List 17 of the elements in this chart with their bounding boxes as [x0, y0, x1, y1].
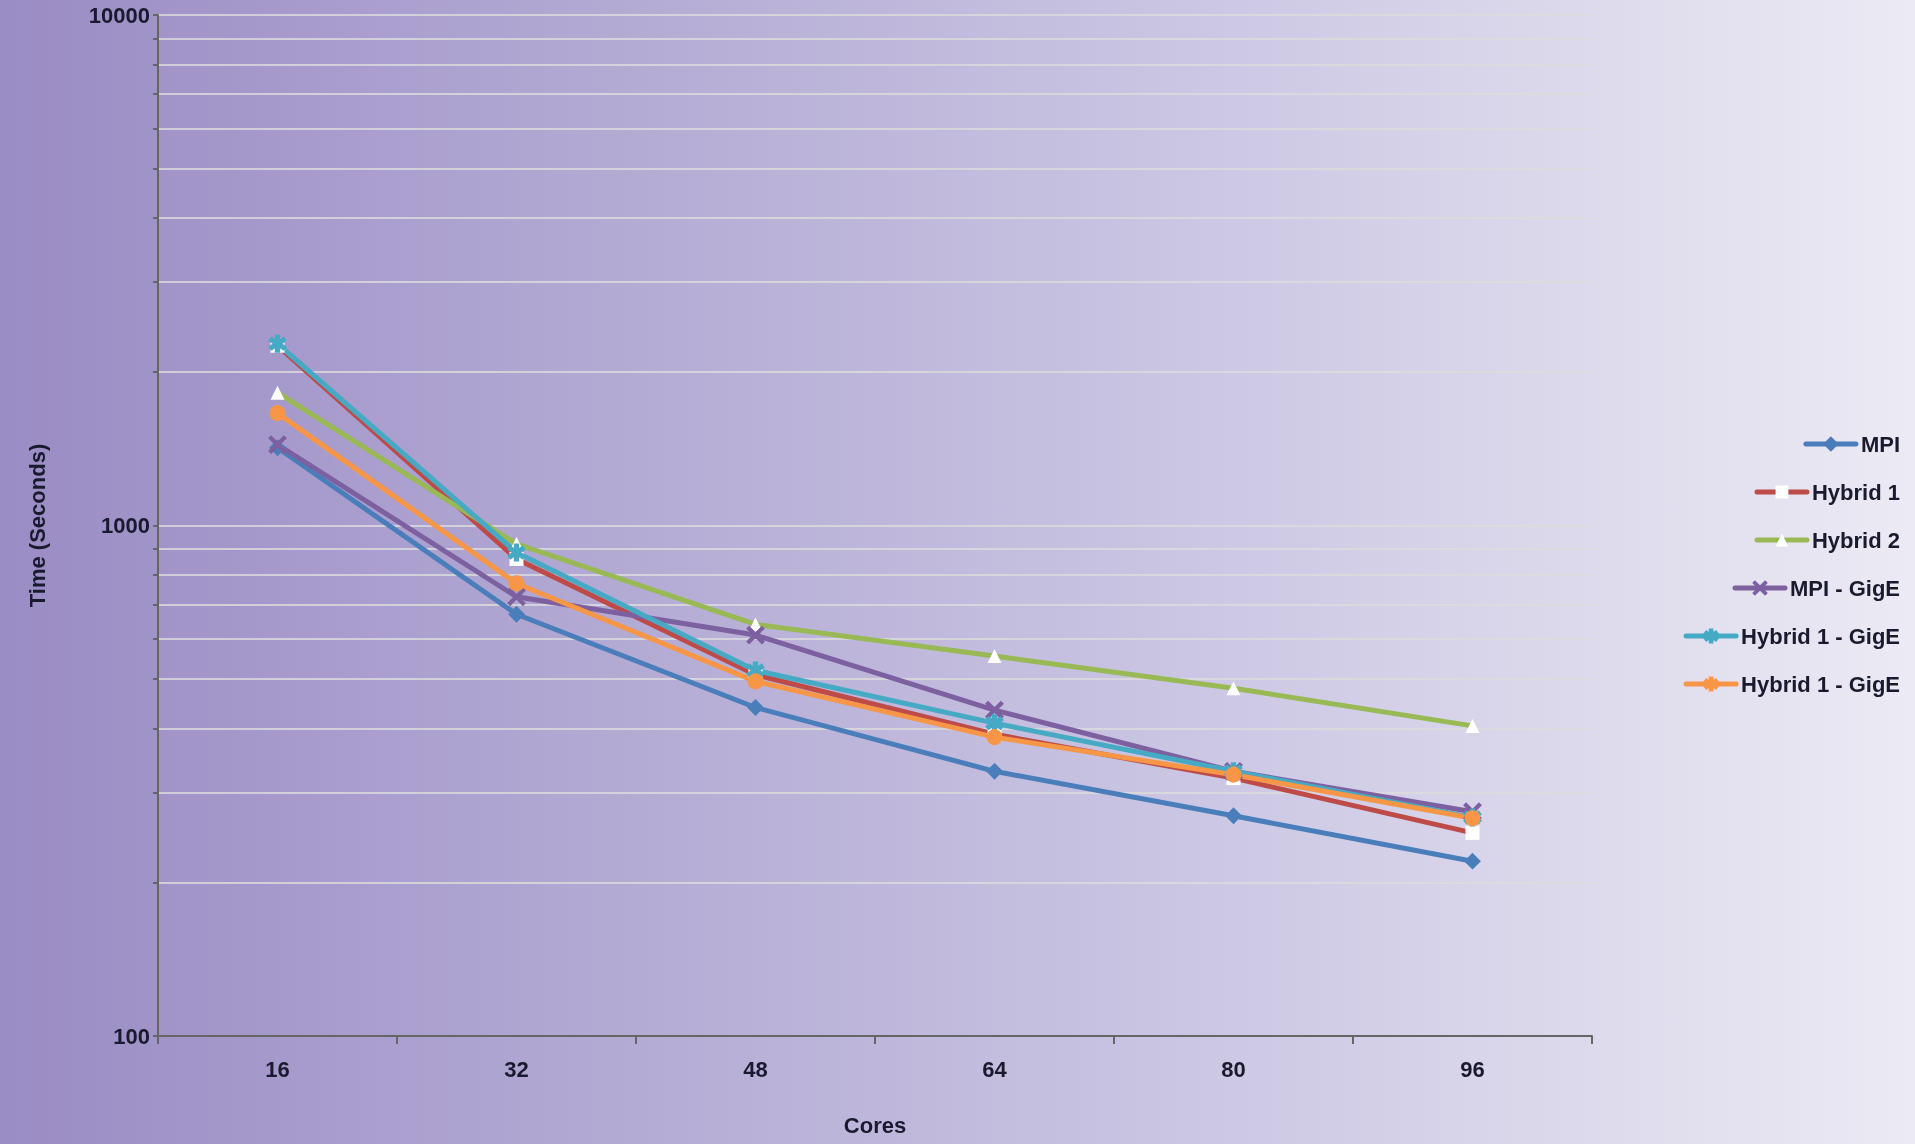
x-tick-label: 16: [265, 1056, 290, 1082]
x-tick-label: 48: [743, 1056, 768, 1082]
y-axis-title: Time (Seconds): [24, 443, 50, 608]
legend-label: MPI: [1860, 431, 1901, 457]
legend-label: Hybrid 1 - GigE: [1741, 671, 1901, 697]
legend-label: MPI - GigE: [1790, 575, 1900, 601]
x-tick-label: 80: [1221, 1056, 1246, 1082]
y-tick-label: 10000: [88, 2, 150, 28]
y-tick-label: 100: [113, 1023, 150, 1049]
legend-label: Hybrid 1 - GigE: [1741, 623, 1901, 649]
x-tick-label: 96: [1460, 1056, 1485, 1082]
legend-label: Hybrid 1: [1811, 479, 1901, 505]
x-tick-label: 32: [504, 1056, 529, 1082]
x-axis-title: Cores: [843, 1112, 907, 1138]
legend-label: Hybrid 2: [1811, 527, 1901, 553]
y-tick-label: 1000: [101, 513, 150, 538]
x-tick-label: 64: [982, 1056, 1008, 1082]
